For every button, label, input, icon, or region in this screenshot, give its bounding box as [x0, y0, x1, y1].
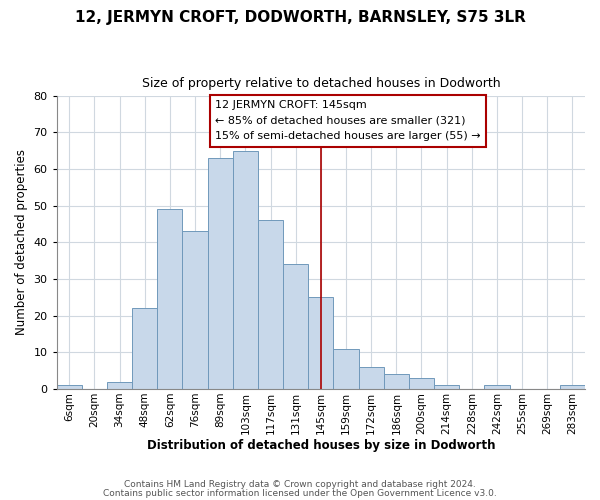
- Bar: [157, 210, 182, 389]
- Bar: [182, 232, 208, 389]
- Text: 12 JERMYN CROFT: 145sqm
← 85% of detached houses are smaller (321)
15% of semi-d: 12 JERMYN CROFT: 145sqm ← 85% of detache…: [215, 100, 481, 141]
- Bar: [484, 386, 509, 389]
- Bar: [107, 382, 132, 389]
- Y-axis label: Number of detached properties: Number of detached properties: [15, 150, 28, 336]
- Bar: [359, 367, 384, 389]
- Text: 12, JERMYN CROFT, DODWORTH, BARNSLEY, S75 3LR: 12, JERMYN CROFT, DODWORTH, BARNSLEY, S7…: [74, 10, 526, 25]
- Bar: [334, 348, 359, 389]
- Bar: [132, 308, 157, 389]
- X-axis label: Distribution of detached houses by size in Dodworth: Distribution of detached houses by size …: [146, 440, 495, 452]
- Text: Contains public sector information licensed under the Open Government Licence v3: Contains public sector information licen…: [103, 490, 497, 498]
- Bar: [384, 374, 409, 389]
- Bar: [560, 386, 585, 389]
- Title: Size of property relative to detached houses in Dodworth: Size of property relative to detached ho…: [142, 78, 500, 90]
- Bar: [308, 298, 334, 389]
- Bar: [208, 158, 233, 389]
- Bar: [57, 386, 82, 389]
- Bar: [233, 151, 258, 389]
- Bar: [409, 378, 434, 389]
- Bar: [283, 264, 308, 389]
- Bar: [258, 220, 283, 389]
- Text: Contains HM Land Registry data © Crown copyright and database right 2024.: Contains HM Land Registry data © Crown c…: [124, 480, 476, 489]
- Bar: [434, 386, 459, 389]
